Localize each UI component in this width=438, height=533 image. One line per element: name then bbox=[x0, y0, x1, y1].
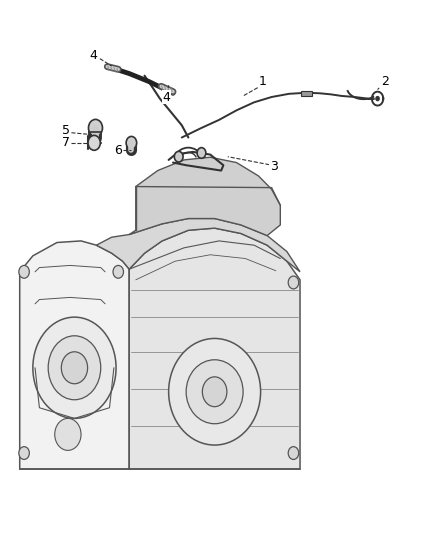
Ellipse shape bbox=[19, 447, 29, 459]
Text: 4: 4 bbox=[89, 50, 97, 62]
Ellipse shape bbox=[186, 360, 243, 424]
Polygon shape bbox=[129, 157, 280, 236]
Ellipse shape bbox=[55, 418, 81, 450]
Ellipse shape bbox=[113, 265, 124, 278]
Ellipse shape bbox=[88, 119, 102, 136]
Text: 2: 2 bbox=[381, 75, 389, 87]
Text: 7: 7 bbox=[62, 136, 70, 149]
Polygon shape bbox=[301, 91, 312, 96]
Polygon shape bbox=[96, 219, 300, 272]
Ellipse shape bbox=[48, 336, 101, 400]
Text: 6: 6 bbox=[114, 144, 122, 157]
Ellipse shape bbox=[88, 135, 100, 150]
Ellipse shape bbox=[33, 317, 116, 418]
Ellipse shape bbox=[169, 338, 261, 445]
Polygon shape bbox=[20, 241, 129, 469]
Ellipse shape bbox=[174, 151, 183, 162]
Polygon shape bbox=[129, 228, 300, 469]
Ellipse shape bbox=[61, 352, 88, 384]
Ellipse shape bbox=[126, 136, 137, 149]
Text: 3: 3 bbox=[270, 160, 278, 173]
Ellipse shape bbox=[376, 96, 379, 101]
Text: 1: 1 bbox=[259, 75, 267, 87]
Ellipse shape bbox=[288, 276, 299, 289]
Text: 5: 5 bbox=[62, 124, 70, 137]
Text: 4: 4 bbox=[162, 91, 170, 103]
Ellipse shape bbox=[197, 148, 206, 158]
Ellipse shape bbox=[202, 377, 227, 407]
Ellipse shape bbox=[288, 447, 299, 459]
Ellipse shape bbox=[19, 265, 29, 278]
